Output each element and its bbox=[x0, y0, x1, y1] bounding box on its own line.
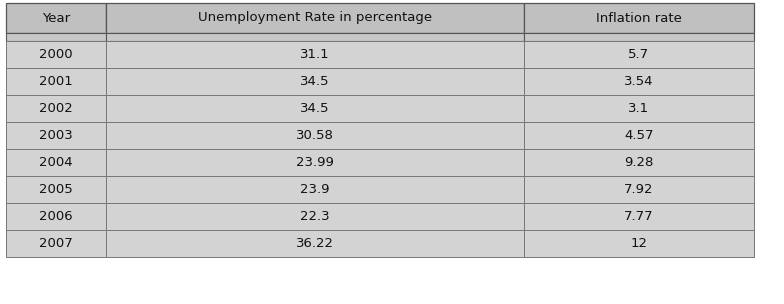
Text: 7.77: 7.77 bbox=[624, 210, 654, 223]
Text: 2007: 2007 bbox=[39, 237, 73, 250]
Bar bbox=[524, 41, 754, 68]
Text: 30.58: 30.58 bbox=[296, 129, 334, 142]
Text: 2004: 2004 bbox=[39, 156, 73, 169]
Text: Inflation rate: Inflation rate bbox=[596, 12, 682, 25]
Bar bbox=[106, 122, 524, 149]
Text: 2002: 2002 bbox=[39, 102, 73, 115]
Bar bbox=[524, 122, 754, 149]
Bar bbox=[524, 68, 754, 95]
Text: 12: 12 bbox=[630, 237, 648, 250]
Bar bbox=[106, 3, 524, 33]
Bar bbox=[106, 176, 524, 203]
Text: Unemployment Rate in percentage: Unemployment Rate in percentage bbox=[198, 12, 432, 25]
Text: 2003: 2003 bbox=[39, 129, 73, 142]
Bar bbox=[524, 176, 754, 203]
Bar bbox=[6, 203, 106, 230]
Bar bbox=[6, 230, 106, 257]
Bar bbox=[6, 176, 106, 203]
Bar bbox=[6, 3, 106, 33]
Bar bbox=[6, 41, 106, 68]
Text: Year: Year bbox=[42, 12, 70, 25]
Bar bbox=[6, 149, 106, 176]
Bar bbox=[524, 33, 754, 41]
Text: 34.5: 34.5 bbox=[300, 102, 330, 115]
Bar bbox=[106, 41, 524, 68]
Text: 2006: 2006 bbox=[39, 210, 73, 223]
Bar bbox=[106, 203, 524, 230]
Bar bbox=[524, 95, 754, 122]
Bar bbox=[106, 230, 524, 257]
Text: 34.5: 34.5 bbox=[300, 75, 330, 88]
Bar bbox=[6, 95, 106, 122]
Text: 3.1: 3.1 bbox=[629, 102, 650, 115]
Text: 23.9: 23.9 bbox=[300, 183, 330, 196]
Text: 5.7: 5.7 bbox=[629, 48, 650, 61]
Text: 7.92: 7.92 bbox=[624, 183, 654, 196]
Text: 4.57: 4.57 bbox=[624, 129, 654, 142]
Text: 36.22: 36.22 bbox=[296, 237, 334, 250]
Bar bbox=[6, 33, 106, 41]
Bar bbox=[106, 68, 524, 95]
Text: 9.28: 9.28 bbox=[624, 156, 654, 169]
Bar bbox=[106, 33, 524, 41]
Bar bbox=[106, 95, 524, 122]
Bar bbox=[524, 149, 754, 176]
Bar bbox=[106, 149, 524, 176]
Bar bbox=[524, 3, 754, 33]
Bar bbox=[524, 230, 754, 257]
Text: 2000: 2000 bbox=[39, 48, 73, 61]
Text: 2005: 2005 bbox=[39, 183, 73, 196]
Text: 2001: 2001 bbox=[39, 75, 73, 88]
Bar bbox=[6, 122, 106, 149]
Text: 23.99: 23.99 bbox=[296, 156, 334, 169]
Text: 3.54: 3.54 bbox=[624, 75, 654, 88]
Bar bbox=[6, 68, 106, 95]
Bar bbox=[524, 203, 754, 230]
Text: 22.3: 22.3 bbox=[300, 210, 330, 223]
Text: 31.1: 31.1 bbox=[300, 48, 330, 61]
